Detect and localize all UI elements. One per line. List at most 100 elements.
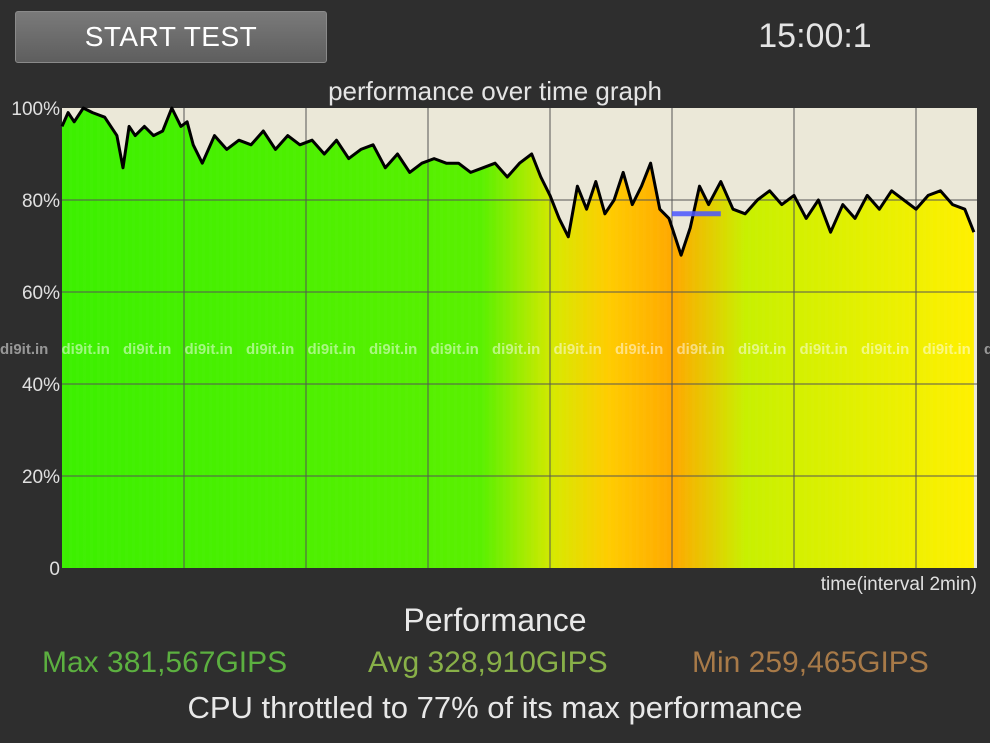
watermark-text: di9it.in bbox=[246, 341, 294, 358]
texture-stripe bbox=[188, 108, 191, 568]
texture-stripe bbox=[664, 108, 667, 568]
texture-stripe bbox=[853, 108, 856, 568]
texture-stripe bbox=[559, 108, 562, 568]
watermark-layer: di9it.in di9it.in di9it.in di9it.in di9it.in… bbox=[0, 341, 990, 358]
texture-stripe bbox=[83, 108, 86, 568]
texture-stripe bbox=[692, 108, 695, 568]
texture-stripe bbox=[153, 108, 156, 568]
texture-stripe bbox=[965, 108, 968, 568]
texture-stripe bbox=[167, 108, 170, 568]
texture-stripe bbox=[601, 108, 604, 568]
watermark-text: di9it.in bbox=[984, 341, 990, 358]
texture-stripe bbox=[335, 108, 338, 568]
texture-stripe bbox=[398, 108, 401, 568]
texture-stripe bbox=[818, 108, 821, 568]
texture-stripe bbox=[202, 108, 205, 568]
texture-stripe bbox=[97, 108, 100, 568]
texture-stripe bbox=[405, 108, 408, 568]
texture-stripe bbox=[636, 108, 639, 568]
texture-stripe bbox=[930, 108, 933, 568]
performance-area bbox=[62, 108, 974, 568]
texture-stripe bbox=[573, 108, 576, 568]
y-tick-label: 40% bbox=[22, 375, 60, 396]
texture-stripe bbox=[279, 108, 282, 568]
texture-stripe bbox=[454, 108, 457, 568]
stats-row: Max 381,567GIPS Avg 328,910GIPS Min 259,… bbox=[0, 646, 990, 686]
texture-stripe bbox=[776, 108, 779, 568]
texture-stripe bbox=[461, 108, 464, 568]
texture-stripe bbox=[62, 108, 65, 568]
watermark-text: di9it.in bbox=[615, 341, 663, 358]
texture-stripe bbox=[104, 108, 107, 568]
texture-stripe bbox=[811, 108, 814, 568]
texture-stripe bbox=[972, 108, 975, 568]
watermark-text: di9it.in bbox=[0, 341, 48, 358]
texture-stripe bbox=[741, 108, 744, 568]
texture-stripe bbox=[391, 108, 394, 568]
texture-stripe bbox=[685, 108, 688, 568]
y-tick-label: 80% bbox=[22, 191, 60, 212]
texture-stripe bbox=[769, 108, 772, 568]
texture-stripe bbox=[881, 108, 884, 568]
texture-stripe bbox=[804, 108, 807, 568]
watermark-text: di9it.in bbox=[923, 341, 971, 358]
texture-stripe bbox=[223, 108, 226, 568]
texture-stripe bbox=[727, 108, 730, 568]
y-tick-label: 100% bbox=[11, 99, 60, 120]
texture-stripe bbox=[69, 108, 72, 568]
texture-stripe bbox=[314, 108, 317, 568]
texture-stripe bbox=[160, 108, 163, 568]
start-test-button[interactable]: START TEST bbox=[15, 11, 327, 63]
watermark-text: di9it.in bbox=[431, 341, 479, 358]
texture-stripe bbox=[902, 108, 905, 568]
texture-stripe bbox=[125, 108, 128, 568]
watermark-text: di9it.in bbox=[492, 341, 540, 358]
texture-stripe bbox=[517, 108, 520, 568]
texture-stripe bbox=[832, 108, 835, 568]
texture-stripe bbox=[755, 108, 758, 568]
texture-stripe bbox=[608, 108, 611, 568]
texture-stripe bbox=[545, 108, 548, 568]
texture-stripe bbox=[244, 108, 247, 568]
texture-stripe bbox=[615, 108, 618, 568]
performance-heading: Performance bbox=[403, 602, 587, 638]
texture-stripe bbox=[825, 108, 828, 568]
watermark-text: di9it.in bbox=[123, 341, 171, 358]
texture-stripe bbox=[370, 108, 373, 568]
watermark-text: di9it.in bbox=[554, 341, 602, 358]
y-tick-label: 60% bbox=[22, 283, 60, 304]
texture-stripe bbox=[874, 108, 877, 568]
texture-stripe bbox=[475, 108, 478, 568]
texture-stripe bbox=[258, 108, 261, 568]
texture-stripe bbox=[265, 108, 268, 568]
texture-stripe bbox=[307, 108, 310, 568]
texture-stripe bbox=[237, 108, 240, 568]
texture-stripe bbox=[909, 108, 912, 568]
texture-stripe bbox=[489, 108, 492, 568]
watermark-text: di9it.in bbox=[738, 341, 786, 358]
performance-chart: di9it.in di9it.in di9it.in di9it.in di9it.in… bbox=[0, 99, 990, 595]
area-fill bbox=[62, 108, 975, 568]
texture-stripe bbox=[657, 108, 660, 568]
max-stat: Max 381,567GIPS bbox=[42, 646, 288, 679]
texture-stripe bbox=[846, 108, 849, 568]
texture-stripe bbox=[958, 108, 961, 568]
texture-stripe bbox=[720, 108, 723, 568]
texture-stripe bbox=[412, 108, 415, 568]
graph-title: performance over time graph bbox=[328, 76, 662, 106]
texture-stripe bbox=[286, 108, 289, 568]
texture-stripe bbox=[748, 108, 751, 568]
texture-stripe bbox=[174, 108, 177, 568]
texture-stripe bbox=[944, 108, 947, 568]
texture-stripe bbox=[762, 108, 765, 568]
throttle-message: CPU throttled to 77% of its max performa… bbox=[187, 690, 803, 725]
texture-stripe bbox=[447, 108, 450, 568]
texture-stripe bbox=[678, 108, 681, 568]
texture-stripe bbox=[566, 108, 569, 568]
texture-stripe bbox=[867, 108, 870, 568]
texture-stripe bbox=[76, 108, 79, 568]
texture-stripe bbox=[146, 108, 149, 568]
texture-stripe bbox=[139, 108, 142, 568]
texture-stripe bbox=[706, 108, 709, 568]
texture-stripe bbox=[482, 108, 485, 568]
